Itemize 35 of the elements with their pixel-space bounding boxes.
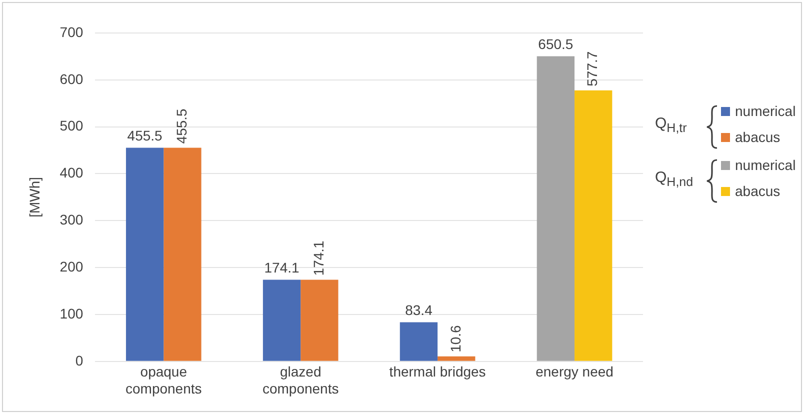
data-label: 650.5: [538, 36, 574, 52]
y-tick-label: 400: [60, 164, 84, 181]
y-tick-label: 700: [60, 24, 84, 40]
bar: [126, 148, 164, 361]
y-axis-title: [MWh]: [26, 176, 42, 218]
data-label: 174.1: [264, 260, 300, 276]
text: Q$_{H,tr}$: [655, 115, 687, 135]
bar: [300, 280, 338, 361]
y-tick-label: 100: [60, 305, 84, 322]
x-tick-label: opaque components: [126, 364, 202, 396]
bar: [262, 280, 301, 361]
bar: [536, 56, 575, 361]
legend-label: abacus: [734, 129, 780, 145]
data-label: 10.6: [447, 324, 464, 352]
data-label: 577.7: [584, 51, 600, 86]
bar: [164, 148, 202, 361]
y-tick-label: 500: [60, 118, 84, 134]
data-label: 455.5: [173, 108, 190, 144]
bar: [438, 356, 476, 361]
y-tick-label: 600: [60, 70, 84, 87]
y-tick-label: 200: [60, 258, 84, 274]
y-tick-label: 0: [75, 352, 84, 368]
y-tick-label: 300: [60, 212, 84, 228]
legend-label: numerical: [734, 103, 796, 119]
bar: [400, 322, 438, 361]
data-label: 174.1: [310, 240, 326, 276]
data-label: 83.4: [405, 302, 433, 318]
x-tick-label: glazed components: [262, 364, 339, 396]
x-tick-label: energy need: [536, 364, 614, 380]
legend-label: numerical: [734, 157, 796, 173]
text: Q$_{H,nd}$: [655, 169, 694, 189]
legend-label: abacus: [734, 183, 780, 199]
x-tick-label: thermal bridges: [389, 364, 486, 380]
data-label: 455.5: [127, 128, 163, 144]
bar: [574, 90, 612, 361]
